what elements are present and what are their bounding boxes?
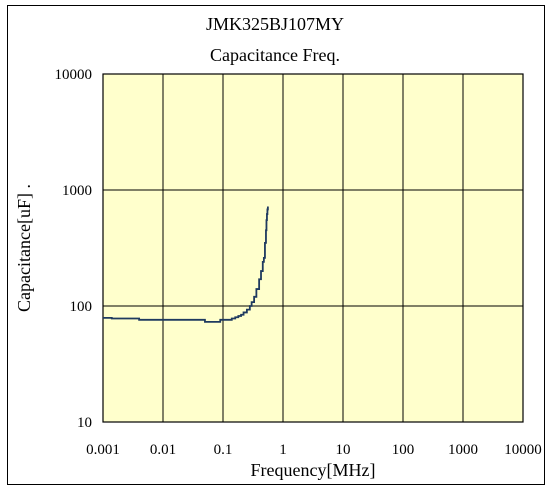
x-tick-label: 0.01: [150, 442, 176, 458]
x-tick-label: 100: [392, 442, 415, 458]
capacitance-series-line: [103, 206, 269, 323]
x-tick-label: 0.1: [214, 442, 233, 458]
y-tick-labels: 10 100 1000 10000: [55, 67, 93, 431]
y-axis-label: Capacitance[uF] .: [14, 184, 34, 312]
x-tick-label: 10000: [504, 442, 542, 458]
plot-area: [102, 73, 524, 423]
x-tick-label: 1000: [448, 442, 478, 458]
x-tick-label: 1: [279, 442, 287, 458]
grid-lines: [103, 74, 523, 422]
chart-frame: JMK325BJ107MY Capacitance Freq. 0.001 0.0…: [7, 5, 545, 485]
chart-subtitle: Capacitance Freq.: [210, 45, 340, 65]
y-tick-label: 100: [70, 299, 93, 315]
chart-title: JMK325BJ107MY: [206, 14, 344, 34]
y-tick-label: 10000: [55, 67, 93, 83]
x-axis-label: Frequency[MHz]: [251, 460, 376, 480]
capacitance-frequency-chart: JMK325BJ107MY Capacitance Freq. 0.001 0.0…: [14, 14, 542, 480]
x-tick-label: 0.001: [86, 442, 120, 458]
y-tick-label: 1000: [62, 183, 92, 199]
y-tick-label: 10: [77, 415, 92, 431]
x-tick-label: 10: [336, 442, 351, 458]
x-tick-labels: 0.001 0.01 0.1 1 10 100 1000 10000: [86, 442, 542, 458]
series-layer: [103, 206, 269, 323]
